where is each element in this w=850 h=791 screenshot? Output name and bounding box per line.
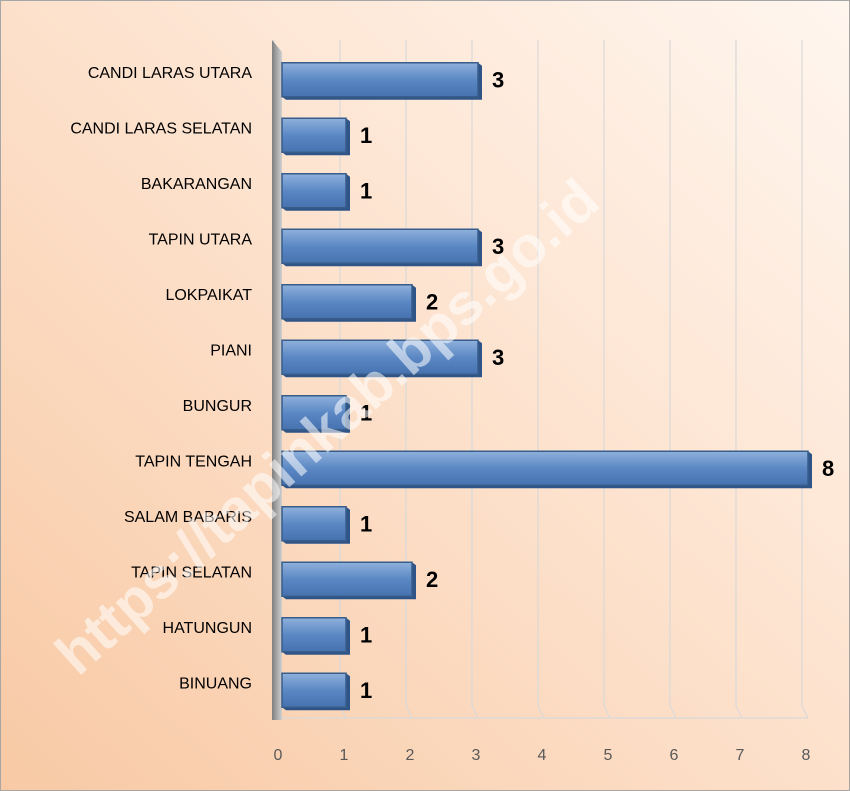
bar bbox=[281, 561, 413, 597]
grid-floor bbox=[801, 705, 809, 719]
grid-floor bbox=[603, 705, 611, 719]
y-tick-label: BUNGUR bbox=[183, 398, 252, 415]
bar bbox=[281, 450, 809, 486]
data-label: 2 bbox=[426, 290, 438, 315]
x-tick-label: 6 bbox=[670, 747, 679, 764]
data-label: 3 bbox=[492, 234, 504, 259]
data-label: 1 bbox=[360, 678, 372, 703]
bar bbox=[281, 672, 347, 708]
y-tick-label: HATUNGUN bbox=[163, 620, 252, 637]
grid-floor bbox=[537, 705, 545, 719]
x-tick-label: 1 bbox=[340, 747, 349, 764]
y-tick-label: BINUANG bbox=[179, 675, 252, 692]
bar bbox=[281, 395, 347, 431]
bar bbox=[281, 117, 347, 153]
data-label: 2 bbox=[426, 567, 438, 592]
x-tick-label: 2 bbox=[406, 747, 415, 764]
y-tick-label: PIANI bbox=[210, 342, 252, 359]
y-tick-label: CANDI LARAS SELATAN bbox=[70, 120, 252, 137]
grid-floor bbox=[735, 705, 743, 719]
grid-floor bbox=[669, 705, 677, 719]
y-tick-label: TAPIN TENGAH bbox=[135, 453, 252, 470]
bar bbox=[281, 339, 479, 375]
y-tick-label: CANDI LARAS UTARA bbox=[88, 65, 253, 82]
x-tick-label: 5 bbox=[604, 747, 613, 764]
bar bbox=[281, 506, 347, 542]
grid-floor bbox=[405, 705, 413, 719]
bar bbox=[281, 284, 413, 320]
axis-wall bbox=[272, 40, 282, 720]
x-tick-label: 3 bbox=[472, 747, 481, 764]
bar bbox=[281, 173, 347, 209]
x-tick-label: 8 bbox=[802, 747, 811, 764]
x-tick-label: 7 bbox=[736, 747, 745, 764]
data-label: 3 bbox=[492, 345, 504, 370]
y-tick-label: TAPIN SELATAN bbox=[131, 564, 252, 581]
bar bbox=[281, 62, 479, 98]
y-tick-label: LOKPAIKAT bbox=[165, 287, 252, 304]
data-label: 1 bbox=[360, 512, 372, 537]
data-label: 8 bbox=[822, 456, 834, 481]
data-label: 1 bbox=[360, 401, 372, 426]
y-tick-label: BAKARANGAN bbox=[141, 176, 252, 193]
x-tick-label: 0 bbox=[274, 747, 283, 764]
grid-floor bbox=[471, 705, 479, 719]
bar bbox=[281, 228, 479, 264]
data-label: 3 bbox=[492, 68, 504, 93]
y-tick-label: TAPIN UTARA bbox=[149, 231, 253, 248]
data-label: 1 bbox=[360, 123, 372, 148]
data-label: 1 bbox=[360, 179, 372, 204]
bar bbox=[281, 617, 347, 653]
data-label: 1 bbox=[360, 623, 372, 648]
y-tick-label: SALAM BABARIS bbox=[124, 509, 252, 526]
x-tick-label: 4 bbox=[538, 747, 547, 764]
